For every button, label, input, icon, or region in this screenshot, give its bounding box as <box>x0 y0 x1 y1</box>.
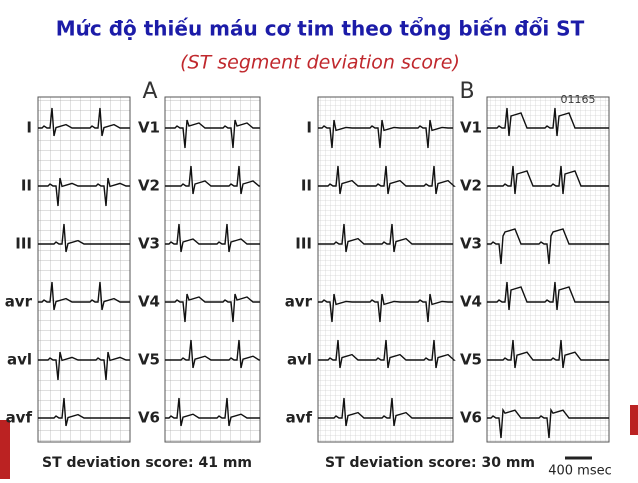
lead-label: I <box>306 119 312 137</box>
lead-label: V2 <box>138 177 160 195</box>
ecg-trace <box>38 177 130 207</box>
lead-label: V2 <box>460 177 482 195</box>
ecg-trace <box>487 107 609 137</box>
lead-label: III <box>295 235 312 253</box>
ecg-trace <box>38 351 130 381</box>
ecg-grid <box>164 96 261 443</box>
lead-label: avf <box>6 409 33 427</box>
title: Mức độ thiếu máu cơ tim theo tổng biến đ… <box>56 17 585 41</box>
lead-label: II <box>301 177 312 195</box>
lead-label: V1 <box>138 119 160 137</box>
ecg-trace <box>38 107 130 137</box>
ecg-trace <box>165 397 260 427</box>
lead-label: V6 <box>460 409 482 427</box>
lead-label: V6 <box>138 409 160 427</box>
lead-label: avr <box>5 293 33 311</box>
ecg-trace <box>318 339 456 369</box>
lead-label: avf <box>286 409 313 427</box>
ecg-trace <box>487 339 609 369</box>
ecg-trace <box>38 223 130 253</box>
ecg-trace <box>165 293 260 323</box>
lead-label: V3 <box>138 235 160 253</box>
ecg-trace <box>318 165 456 195</box>
ecg-trace <box>487 281 609 311</box>
panel-label: A <box>142 79 157 104</box>
corner-accent <box>0 420 10 479</box>
lead-label: V4 <box>138 293 160 311</box>
lead-label: avl <box>7 351 32 369</box>
ecg-trace <box>38 281 130 311</box>
subtitle: (ST segment deviation score) <box>180 52 460 74</box>
ecg-trace <box>487 228 609 265</box>
ecg-trace <box>318 223 453 253</box>
ecg-trace <box>318 293 453 323</box>
lead-label: I <box>26 119 32 137</box>
lead-label: III <box>15 235 32 253</box>
scale-label: 400 msec <box>548 464 612 479</box>
ecg-grid <box>486 96 610 443</box>
lead-label: avl <box>287 351 312 369</box>
ecg-trace <box>165 119 260 149</box>
lead-label: II <box>21 177 32 195</box>
lead-label: V5 <box>460 351 482 369</box>
ecg-trace <box>318 119 453 149</box>
ecg-trace <box>165 165 260 195</box>
panel-label: B <box>459 79 474 104</box>
score: ST deviation score: 41 mm <box>42 455 252 471</box>
lead-label: V1 <box>460 119 482 137</box>
lead-label: V5 <box>138 351 160 369</box>
lead-label: V3 <box>460 235 482 253</box>
ecg-trace <box>38 397 130 427</box>
lead-label: V4 <box>460 293 482 311</box>
corner-accent <box>630 405 638 435</box>
lead-label: avr <box>285 293 313 311</box>
score: ST deviation score: 30 mm <box>325 455 535 471</box>
ecg-trace <box>487 407 609 439</box>
ecg-trace <box>165 223 260 253</box>
ecg-grid <box>37 96 131 443</box>
ecg-grid <box>317 96 454 443</box>
ecg-trace <box>318 397 453 427</box>
ecg-trace <box>487 165 609 195</box>
ecg-trace <box>165 339 260 369</box>
